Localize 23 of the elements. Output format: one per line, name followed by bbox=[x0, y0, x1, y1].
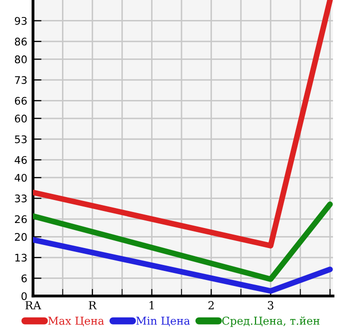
y-tick-label: 6 bbox=[22, 274, 27, 282]
legend-label: Сред.Цена, т.йен bbox=[222, 316, 320, 327]
x-tick-label: 2 bbox=[208, 301, 214, 310]
y-tick-label: 40 bbox=[14, 174, 27, 182]
y-tick-label: 33 bbox=[14, 194, 27, 202]
y-tick-label: 53 bbox=[14, 135, 27, 144]
y-tick-label: 80 bbox=[14, 55, 27, 64]
y-tick-label: 60 bbox=[14, 114, 27, 123]
y-tick-label: 0 bbox=[22, 292, 27, 300]
x-tick-label: 1 bbox=[150, 301, 154, 310]
y-tick-label: 26 bbox=[14, 215, 27, 224]
y-tick-label: 20 bbox=[14, 233, 27, 241]
y-tick-label: 66 bbox=[14, 96, 27, 105]
legend-label: Max Цена bbox=[48, 316, 104, 326]
y-tick-label: 73 bbox=[15, 76, 27, 84]
y-tick-label: 13 bbox=[15, 254, 27, 262]
y-tick-label: 86 bbox=[14, 38, 27, 46]
legend-label: Min Цена bbox=[136, 316, 190, 326]
x-tick-label: 3 bbox=[268, 301, 274, 310]
y-tick-label: 93 bbox=[14, 16, 27, 25]
x-tick-label: RA bbox=[25, 301, 42, 310]
x-tick-label: R bbox=[88, 301, 97, 310]
y-tick-label: 46 bbox=[14, 156, 27, 164]
